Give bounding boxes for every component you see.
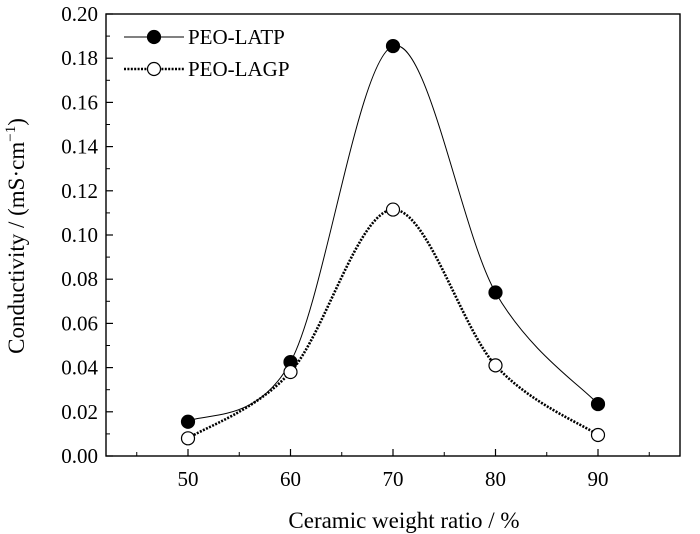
legend-marker-latp xyxy=(146,29,162,45)
x-tick-label: 50 xyxy=(178,467,199,491)
data-point-latp xyxy=(385,38,401,54)
data-point-latp xyxy=(180,414,196,429)
y-tick-label: 0.04 xyxy=(61,356,98,380)
y-tick-label: 0.18 xyxy=(61,46,98,70)
data-point-lagp xyxy=(180,431,196,446)
series-line-latp xyxy=(187,45,599,423)
x-axis-ticks: 50 60 70 80 90 xyxy=(136,449,650,491)
y-tick-label: 0.20 xyxy=(61,2,98,26)
y-tick-label: 0.00 xyxy=(61,444,98,468)
legend: PEO-LATP PEO-LAGP xyxy=(124,25,290,81)
y-tick-label: 0.08 xyxy=(61,267,98,291)
x-tick-label: 90 xyxy=(588,467,609,491)
legend-label-latp: PEO-LATP xyxy=(188,25,285,49)
data-point-latp xyxy=(590,396,606,412)
y-axis-title-close: ) xyxy=(4,118,29,126)
data-point-lagp xyxy=(385,202,401,217)
data-point-lagp xyxy=(590,427,606,443)
y-axis-title-superscript: −1 xyxy=(3,126,19,142)
y-axis-title: Conductivity / (mS·cm−1) xyxy=(3,118,29,354)
data-point-lagp xyxy=(488,358,503,373)
data-point-latp xyxy=(488,285,503,300)
x-tick-label: 70 xyxy=(383,467,404,491)
y-tick-label: 0.12 xyxy=(61,179,98,203)
series-line-lagp xyxy=(187,208,599,440)
y-axis-title-main: Conductivity / (mS·cm xyxy=(4,142,29,354)
y-tick-label: 0.16 xyxy=(61,90,98,114)
x-axis-title: Ceramic weight ratio / % xyxy=(288,508,519,533)
data-point-lagp xyxy=(283,364,298,380)
y-tick-label: 0.06 xyxy=(61,311,98,335)
y-tick-label: 0.02 xyxy=(61,400,98,424)
y-tick-label: 0.10 xyxy=(61,223,98,247)
y-tick-label: 0.14 xyxy=(61,135,98,159)
x-tick-label: 60 xyxy=(280,467,301,491)
legend-label-lagp: PEO-LAGP xyxy=(188,57,290,81)
legend-marker-lagp xyxy=(146,61,162,77)
series-layer xyxy=(180,38,606,446)
x-tick-label: 80 xyxy=(485,467,506,491)
y-axis-ticks: 0.00 0.02 0.04 0.06 0.08 0.10 0.12 0.14 0.16 0.18… xyxy=(61,2,113,468)
